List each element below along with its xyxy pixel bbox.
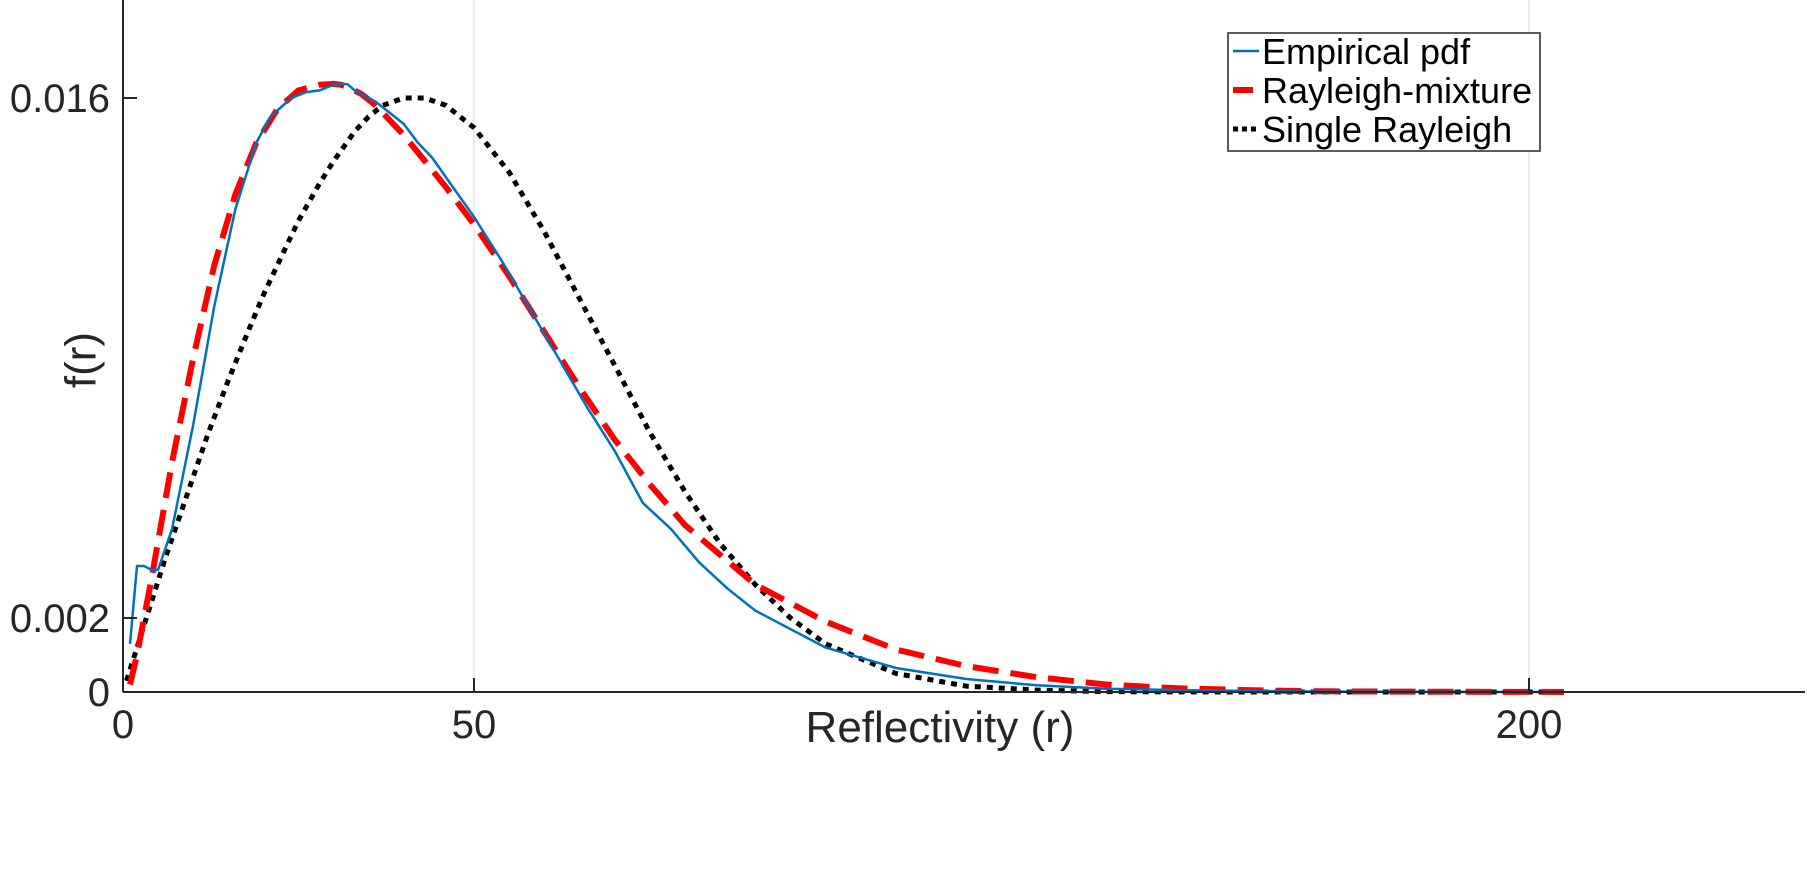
ticks: 0 50 200 0 0.002 0.016 — [10, 77, 1562, 747]
x-tick-label: 50 — [452, 703, 497, 747]
plot-area — [124, 80, 1565, 695]
x-tick-label: 200 — [1496, 703, 1563, 747]
legend-label: Empirical pdf — [1262, 31, 1471, 72]
rayleigh-mixture-line — [127, 80, 1565, 695]
legend-label: Single Rayleigh — [1262, 109, 1512, 150]
legend-label: Rayleigh-mixture — [1262, 70, 1532, 111]
single-rayleigh-line — [124, 95, 1564, 695]
y-tick-label: 0.016 — [10, 77, 110, 121]
x-axis-title: Reflectivity (r) — [806, 703, 1075, 752]
x-tick-label: 0 — [112, 703, 134, 747]
y-axis-title: f(r) — [57, 332, 106, 388]
y-tick-label: 0.002 — [10, 597, 110, 641]
axes — [122, 0, 1805, 693]
empirical-pdf-line — [128, 82, 1564, 694]
legend-box — [1227, 32, 1541, 152]
y-tick-label: 0 — [88, 671, 110, 715]
